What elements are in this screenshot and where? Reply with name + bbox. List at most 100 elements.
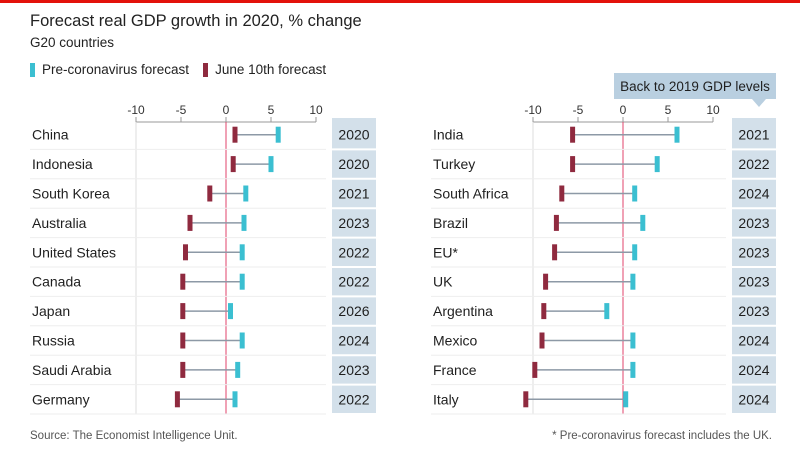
left-country-label: Japan xyxy=(32,303,70,319)
left-year-label: 2023 xyxy=(338,215,369,231)
left-june-marker xyxy=(174,391,180,408)
left-country-label: Australia xyxy=(32,215,87,231)
right-country-label: France xyxy=(433,362,477,378)
left-pre-marker xyxy=(235,361,241,378)
left-tick-label: 10 xyxy=(309,103,323,117)
legend-label-june: June 10th forecast xyxy=(215,62,327,77)
legend-swatch-pre xyxy=(30,62,35,77)
source-note: Source: The Economist Intelligence Unit. xyxy=(30,430,238,442)
legend: Pre-coronavirus forecast June 10th forec… xyxy=(30,62,340,77)
right-year-label: 2023 xyxy=(738,274,769,290)
left-june-marker xyxy=(183,244,188,261)
right-june-marker xyxy=(539,332,545,349)
right-country-label: Argentina xyxy=(433,303,493,319)
right-country-label: South Africa xyxy=(433,186,509,202)
left-pre-marker xyxy=(268,156,274,173)
right-june-marker xyxy=(559,185,565,202)
left-country-label: Indonesia xyxy=(32,156,93,172)
left-country-label: Saudi Arabia xyxy=(32,362,112,378)
right-pre-marker xyxy=(654,156,660,173)
right-tick-label: -10 xyxy=(524,103,542,117)
right-june-marker xyxy=(570,156,576,173)
left-tick-label: 5 xyxy=(268,103,275,117)
right-pre-marker xyxy=(640,214,646,231)
left-year-label: 2026 xyxy=(338,303,369,319)
left-country-label: Canada xyxy=(32,274,81,290)
right-june-marker xyxy=(523,391,529,408)
left-year-label: 2024 xyxy=(338,333,369,349)
right-year-label: 2023 xyxy=(738,215,769,231)
left-pre-marker xyxy=(239,332,245,349)
left-country-label: China xyxy=(32,127,69,143)
right-year-label: 2024 xyxy=(738,391,769,407)
legend-swatch-june xyxy=(203,62,209,77)
right-year-label: 2022 xyxy=(738,156,769,172)
right-country-label: India xyxy=(433,127,464,143)
legend-item-pre: Pre-coronavirus forecast xyxy=(30,62,189,77)
left-year-label: 2021 xyxy=(338,186,369,202)
left-tick-label: -5 xyxy=(176,103,187,117)
right-june-marker xyxy=(532,361,538,378)
left-country-label: South Korea xyxy=(32,186,110,202)
right-pre-marker xyxy=(632,185,638,202)
left-country-label: United States xyxy=(32,244,116,260)
right-tick-label: 10 xyxy=(706,103,720,117)
right-pre-marker xyxy=(604,303,610,320)
left-country-label: Germany xyxy=(32,391,90,407)
left-pre-marker xyxy=(239,244,245,261)
left-year-label: 2022 xyxy=(338,391,369,407)
callout-pointer xyxy=(752,99,766,107)
right-tick-label: 0 xyxy=(620,103,627,117)
legend-item-june: June 10th forecast xyxy=(203,62,326,77)
right-june-marker xyxy=(553,214,559,231)
left-june-marker xyxy=(207,185,213,202)
right-pre-marker xyxy=(623,391,629,408)
left-year-label: 2020 xyxy=(338,127,369,143)
left-tick-label: -10 xyxy=(127,103,145,117)
right-year-label: 2024 xyxy=(738,362,769,378)
right-country-label: Brazil xyxy=(433,215,468,231)
right-june-marker xyxy=(570,126,576,143)
left-pre-marker xyxy=(241,214,247,231)
left-year-label: 2023 xyxy=(338,362,369,378)
left-pre-marker xyxy=(243,185,249,202)
left-year-label: 2022 xyxy=(338,244,369,260)
footnote: * Pre-coronavirus forecast includes the … xyxy=(552,430,772,442)
right-pre-marker xyxy=(630,273,636,290)
right-year-label: 2021 xyxy=(738,127,769,143)
left-tick-label: 0 xyxy=(223,103,230,117)
left-pre-marker xyxy=(239,273,245,290)
left-year-label: 2022 xyxy=(338,274,369,290)
right-year-label: 2024 xyxy=(738,186,769,202)
right-tick-label: 5 xyxy=(665,103,672,117)
left-country-label: Russia xyxy=(32,333,75,349)
left-june-marker xyxy=(180,273,186,290)
left-year-label: 2020 xyxy=(338,156,369,172)
right-pre-marker xyxy=(674,126,680,143)
chart-title: Forecast real GDP growth in 2020, % chan… xyxy=(30,12,362,30)
right-year-label: 2023 xyxy=(738,244,769,260)
right-pre-marker xyxy=(630,361,636,378)
right-year-label: 2023 xyxy=(738,303,769,319)
left-june-marker xyxy=(180,361,186,378)
right-country-label: UK xyxy=(433,274,453,290)
years-callout: Back to 2019 GDP levels xyxy=(614,73,776,99)
right-country-label: Italy xyxy=(433,391,459,407)
right-pre-marker xyxy=(630,332,636,349)
chart-subtitle: G20 countries xyxy=(30,35,115,50)
right-june-marker xyxy=(543,273,549,290)
legend-label-pre: Pre-coronavirus forecast xyxy=(42,62,190,77)
right-june-marker xyxy=(541,303,547,320)
right-country-label: EU* xyxy=(433,244,458,260)
right-country-label: Turkey xyxy=(433,156,475,172)
left-june-marker xyxy=(180,303,186,320)
left-june-marker xyxy=(180,332,186,349)
top-accent-line xyxy=(0,0,800,3)
right-tick-label: -5 xyxy=(573,103,584,117)
right-country-label: Mexico xyxy=(433,333,478,349)
left-pre-marker xyxy=(228,303,233,320)
left-june-marker xyxy=(232,126,238,143)
right-june-marker xyxy=(552,244,558,261)
left-pre-marker xyxy=(232,391,238,408)
